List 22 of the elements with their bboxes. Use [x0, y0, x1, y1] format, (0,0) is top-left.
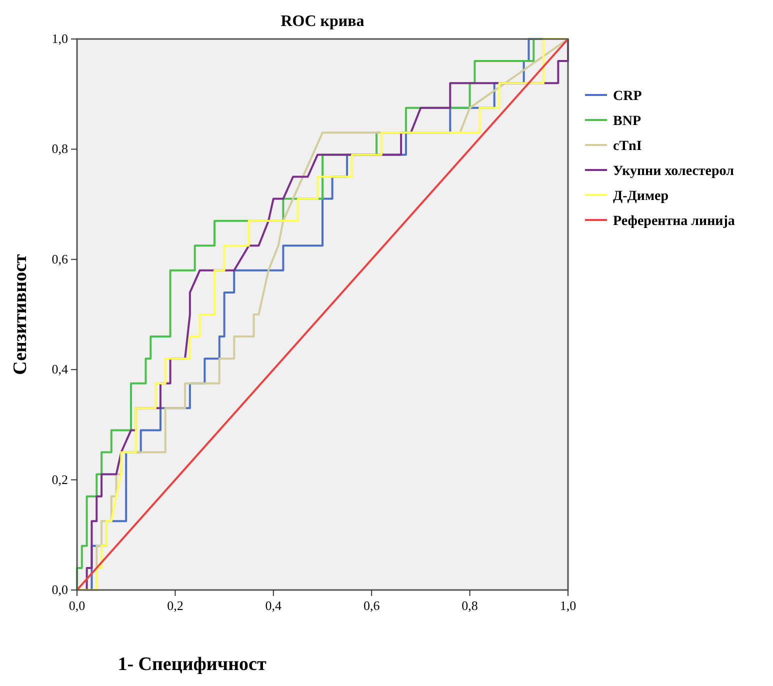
y-tick-label: 0,8: [52, 141, 68, 156]
y-tick-label: 0,4: [52, 362, 68, 377]
legend-label: Укупни холестерол: [613, 164, 734, 179]
legend-label: CRP: [613, 89, 642, 104]
x-tick-label: 0,8: [462, 598, 478, 613]
y-tick-label: 0,6: [52, 251, 68, 266]
legend-label: BNP: [613, 114, 642, 129]
x-tick-label: 1,0: [560, 598, 576, 613]
y-tick-label: 0,2: [52, 472, 68, 487]
legend-label: Д-Димер: [613, 189, 669, 204]
legend-label: Референтна линија: [613, 214, 735, 229]
y-tick-label: 1,0: [52, 31, 68, 46]
y-tick-label: 0,0: [52, 582, 68, 597]
x-axis-title: 1- Специфичност: [118, 654, 267, 675]
x-tick-label: 0,2: [167, 598, 184, 613]
line-series: [76, 38, 569, 591]
legend-label: cTnI: [613, 139, 642, 154]
x-tick-label: 0,6: [363, 598, 380, 613]
y-axis-title: Сензитивност: [10, 254, 31, 375]
x-tick-label: 0,4: [265, 598, 282, 613]
chart-title: ROC крива: [280, 13, 364, 30]
x-tick-label: 0,0: [68, 598, 86, 613]
